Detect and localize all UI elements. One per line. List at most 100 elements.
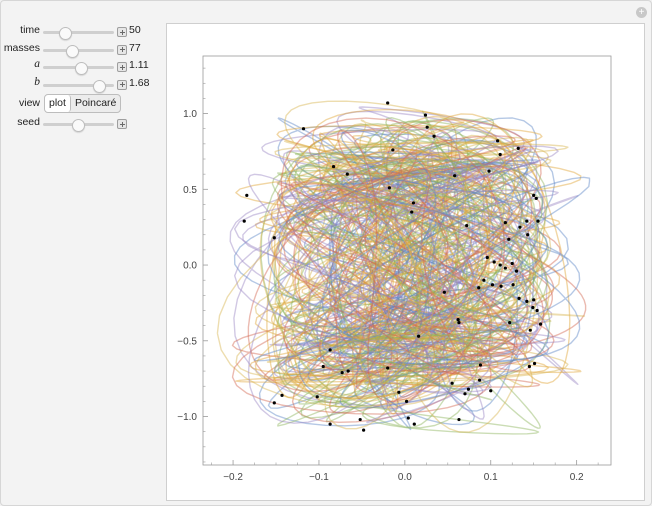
options-icon[interactable]: + bbox=[636, 7, 647, 18]
trajectory-line bbox=[234, 145, 559, 424]
mass-point bbox=[457, 321, 461, 325]
mass-point bbox=[532, 193, 536, 197]
mass-point bbox=[499, 284, 503, 288]
mass-point bbox=[450, 381, 454, 385]
mass-point bbox=[457, 417, 461, 422]
slider-track[interactable] bbox=[43, 44, 114, 58]
mass-point bbox=[397, 390, 401, 394]
slider-thumb[interactable] bbox=[72, 119, 86, 132]
trajectory-line bbox=[308, 123, 532, 393]
mass-point bbox=[538, 322, 543, 326]
plus-icon[interactable] bbox=[117, 62, 127, 72]
mass-point bbox=[346, 369, 350, 373]
trajectory-line bbox=[304, 110, 538, 396]
trajectory-line bbox=[267, 158, 485, 426]
trajectory-line bbox=[325, 110, 524, 423]
plot-panel: −0.2 −0.1 0.0 0.1 0.2 −1.0 −0.5 0.0 0.5 1.0 bbox=[166, 23, 645, 501]
trajectory-line bbox=[324, 155, 579, 385]
mass-point bbox=[507, 237, 511, 241]
slider-label: a bbox=[34, 58, 40, 70]
slider-value: 1.11 bbox=[129, 59, 149, 71]
mass-point bbox=[463, 392, 467, 396]
plus-icon[interactable] bbox=[117, 79, 127, 90]
trajectory-line bbox=[290, 167, 479, 398]
slider-track[interactable] bbox=[43, 119, 114, 132]
mass-point bbox=[280, 393, 284, 397]
trajectory-line bbox=[294, 147, 555, 343]
mass-point bbox=[321, 364, 325, 369]
trajectory-line bbox=[273, 159, 493, 401]
view-option-plot[interactable]: plot bbox=[45, 95, 71, 112]
trajectory-line bbox=[270, 108, 506, 399]
slider-masses[interactable]: masses 77 bbox=[1, 41, 166, 59]
trajectory-line bbox=[266, 176, 541, 399]
mass-point bbox=[477, 286, 481, 290]
trajectories bbox=[216, 100, 591, 435]
slider-thumb[interactable] bbox=[74, 62, 88, 75]
trajectory-line bbox=[254, 100, 521, 387]
slider-track[interactable] bbox=[43, 79, 114, 93]
trajectory-line bbox=[284, 119, 486, 344]
mass-point bbox=[492, 260, 496, 264]
y-tick-label: 1.0 bbox=[183, 109, 197, 120]
trajectory-line bbox=[291, 119, 555, 423]
trajectory-line bbox=[274, 151, 541, 429]
mass-point bbox=[315, 395, 319, 399]
mass-point bbox=[425, 125, 429, 129]
trajectory-line bbox=[272, 158, 520, 399]
mass-point bbox=[386, 101, 390, 105]
slider-seed[interactable]: seed bbox=[1, 115, 166, 133]
mass-point bbox=[328, 348, 332, 352]
slider-label: b bbox=[34, 75, 40, 88]
mass-point bbox=[527, 364, 531, 369]
slider-b[interactable]: b 1.68 bbox=[1, 76, 166, 94]
view-toggle[interactable]: plot Poincaré bbox=[44, 94, 122, 113]
mass-point bbox=[432, 134, 436, 138]
mass-point bbox=[498, 152, 502, 157]
mass-point bbox=[272, 401, 276, 405]
trajectory-line bbox=[274, 156, 534, 389]
slider-time[interactable]: time 50 bbox=[1, 23, 166, 41]
mass-point bbox=[465, 224, 469, 228]
slider-thumb[interactable] bbox=[59, 27, 73, 40]
plus-icon[interactable] bbox=[117, 119, 127, 129]
trajectory-line bbox=[278, 162, 550, 409]
slider-track[interactable] bbox=[43, 27, 114, 40]
trajectory-line bbox=[216, 136, 551, 430]
slider-track[interactable] bbox=[43, 62, 114, 75]
trajectory-line bbox=[276, 153, 545, 373]
mass-point bbox=[482, 278, 486, 282]
trajectory-line bbox=[321, 129, 581, 363]
trajectory-line bbox=[310, 118, 531, 365]
x-tick-label: 0.1 bbox=[484, 472, 498, 483]
plot-frame bbox=[202, 55, 612, 466]
mass-point bbox=[536, 219, 540, 223]
mass-point bbox=[503, 266, 507, 270]
mass-point bbox=[490, 283, 495, 287]
trajectory-line bbox=[274, 142, 569, 386]
trajectory-line bbox=[249, 124, 543, 378]
trajectory-line bbox=[247, 157, 587, 393]
trajectory-line bbox=[267, 117, 556, 431]
mass-point bbox=[525, 299, 529, 303]
trajectory-line bbox=[271, 138, 534, 340]
slider-thumb[interactable] bbox=[92, 79, 106, 93]
mass-point bbox=[345, 172, 349, 176]
slider-thumb[interactable] bbox=[66, 44, 80, 58]
mass-point bbox=[518, 225, 522, 229]
slider-label: masses bbox=[3, 41, 40, 54]
mass-point bbox=[489, 389, 493, 393]
mass-point bbox=[510, 261, 514, 266]
plus-icon[interactable] bbox=[117, 27, 127, 37]
mass-point bbox=[531, 305, 535, 310]
slider-a[interactable]: a 1.11 bbox=[1, 58, 166, 76]
mass-point bbox=[362, 428, 366, 432]
mass-point bbox=[508, 321, 512, 325]
slider-value: 50 bbox=[129, 24, 141, 36]
trajectory-plot: −0.2 −0.1 0.0 0.1 0.2 −1.0 −0.5 0.0 0.5 1.0 bbox=[177, 55, 612, 483]
view-option-poincare[interactable]: Poincaré bbox=[74, 97, 117, 109]
mass-point bbox=[503, 221, 507, 225]
plus-icon[interactable] bbox=[117, 44, 127, 55]
mass-point bbox=[478, 363, 483, 367]
x-tick-label: −0.1 bbox=[309, 472, 329, 483]
